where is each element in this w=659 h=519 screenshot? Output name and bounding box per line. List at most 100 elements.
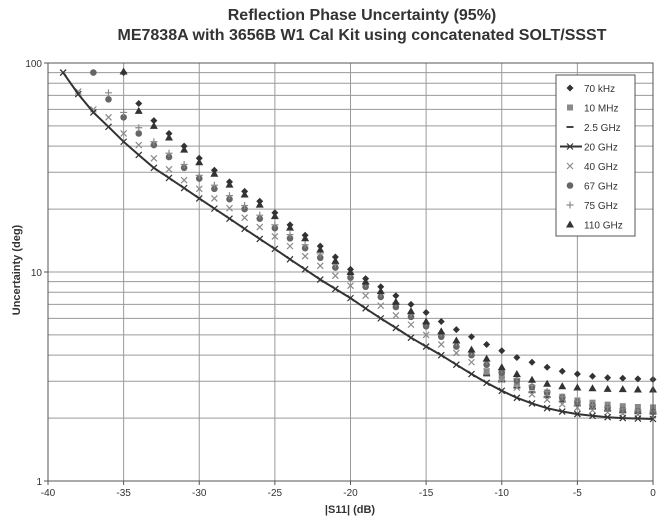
data-point [241,202,249,210]
data-point [483,340,491,348]
data-point [105,123,112,131]
data-point [391,297,400,305]
data-point [301,234,310,242]
data-point [543,363,551,371]
data-point [105,89,112,97]
data-point [105,113,112,121]
legend-label: 75 GHz [584,201,618,212]
data-point [407,300,415,308]
data-point [543,388,551,396]
data-point [512,370,521,378]
data-point [573,370,581,378]
data-point [468,370,475,378]
data-point [286,242,294,250]
data-point [407,334,415,342]
data-point [150,138,158,146]
data-point [316,254,324,262]
data-point [331,272,339,280]
data-point [165,129,173,137]
legend-marker [566,162,574,170]
data-point [528,390,536,398]
data-point [437,317,445,325]
data-point [452,361,460,369]
data-point [483,361,490,369]
data-point [498,373,505,380]
legend: 70 kHz 10 MHz 2.5 GHz 20 GHz 40 GHz 67 GHz 75 … [555,74,636,237]
data-point [604,403,612,411]
data-point [210,181,218,189]
data-series [59,67,657,423]
data-point [468,358,475,366]
legend-item: 110 GHz [566,220,623,232]
series-20-ghz [59,69,657,423]
data-point [543,404,551,412]
data-point [74,90,82,98]
data-point [89,109,97,116]
legend-item: 20 GHz [560,143,618,154]
data-point [301,241,309,249]
data-point [256,211,264,219]
data-point [497,363,506,371]
x-tick-label: -15 [419,488,434,499]
legend-box [555,74,636,237]
data-point [498,376,506,384]
data-point [240,190,249,198]
x-tick-label: -35 [116,488,131,499]
data-point [286,255,294,263]
data-point [347,282,354,290]
legend-label: 2.5 GHz [584,123,621,134]
data-point [483,367,491,375]
x-tick-label: -10 [495,488,510,499]
data-point [286,223,294,231]
data-point [241,214,249,222]
data-point [226,195,233,203]
data-point [59,69,67,76]
chart-subtitle: ME7838A with 3656B W1 Cal Kit using conc… [118,27,607,44]
data-point [558,408,566,415]
data-point [316,276,324,283]
legend-label: 20 GHz [584,143,618,154]
data-point [618,385,627,393]
data-point [543,396,551,404]
data-point [528,400,536,407]
data-point [604,413,612,421]
data-point [422,309,430,317]
data-point [573,404,581,412]
data-point [513,394,521,402]
legend-marker [566,143,574,150]
data-point [271,245,279,253]
data-point [467,345,476,353]
chart-title: Reflection Phase Uncertainty (95%) [228,7,497,24]
data-point [392,303,400,311]
legend-marker [566,84,574,92]
data-point [165,153,173,161]
data-point [392,292,400,300]
data-point [588,384,597,392]
data-point [407,321,415,329]
data-point [135,130,143,137]
data-point [165,174,173,182]
x-tick-label: -5 [573,488,582,499]
data-point [255,200,264,208]
data-point [498,347,506,355]
data-point [286,234,294,242]
legend-marker [566,201,574,209]
data-point [331,256,340,264]
data-point [619,405,627,413]
data-point [226,204,233,212]
data-point [120,113,127,121]
legend-label: 10 MHz [584,104,618,115]
data-point [437,333,445,341]
data-point [225,180,234,188]
data-point [437,351,445,359]
data-point [392,311,400,319]
grid [48,63,653,481]
data-point [589,401,596,409]
data-point [377,293,385,301]
data-point [331,285,339,293]
data-point [210,169,219,177]
data-point [528,375,536,383]
legend-item: 70 kHz [566,84,615,95]
data-point [619,414,627,422]
